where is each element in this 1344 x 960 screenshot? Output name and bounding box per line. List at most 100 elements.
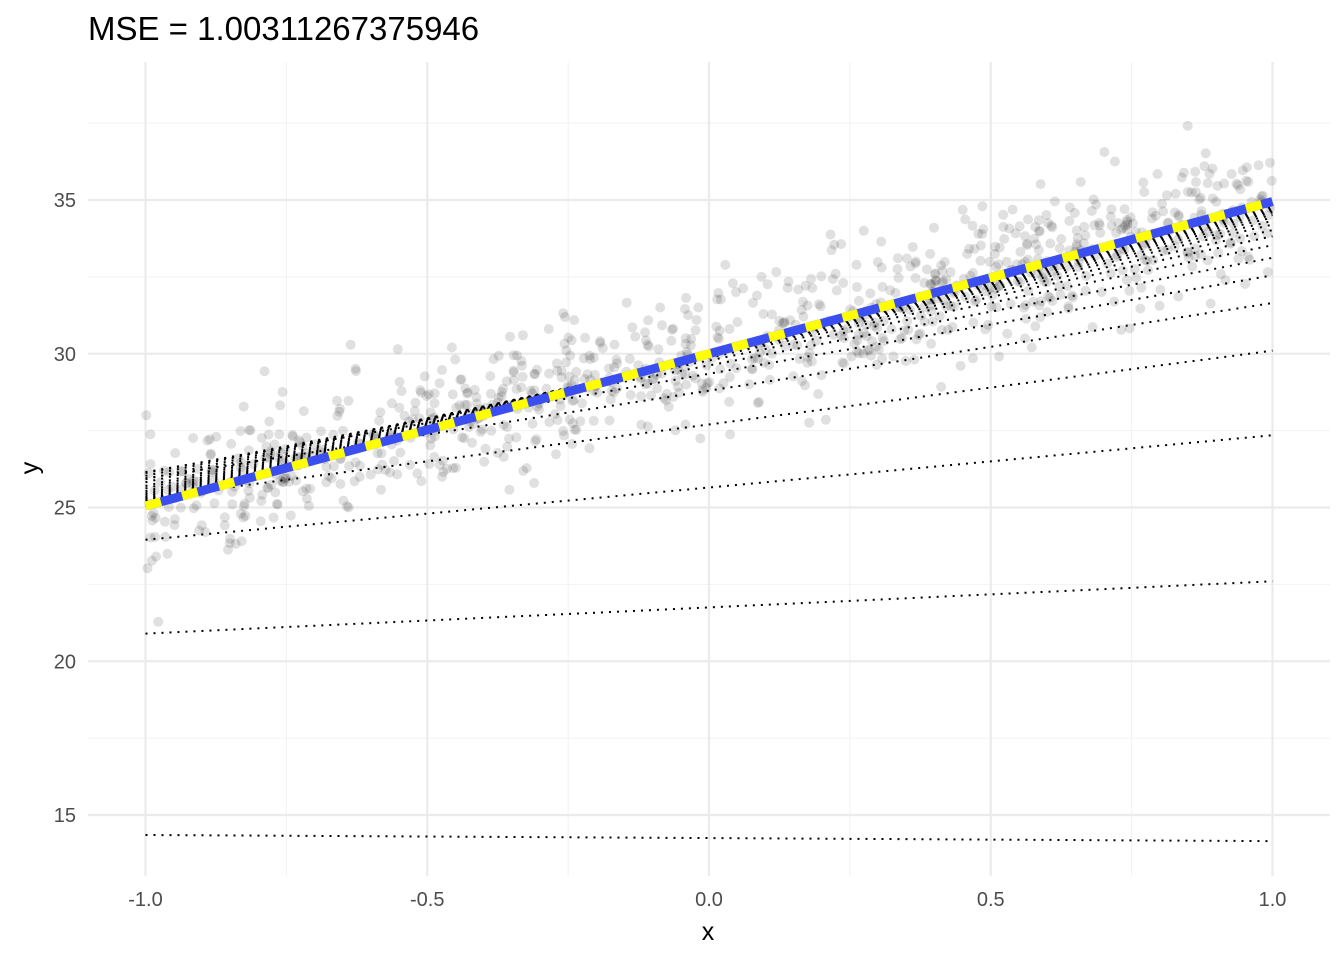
scatter-point (287, 431, 298, 442)
scatter-point (1001, 256, 1012, 267)
scatter-point (451, 402, 462, 413)
scatter-point (286, 470, 297, 481)
scatter-point (1186, 187, 1197, 198)
y-tick-label: 15 (54, 805, 76, 827)
scatter-point (416, 476, 427, 487)
scatter-point (1064, 215, 1075, 226)
scatter-point (227, 486, 238, 497)
scatter-point (543, 324, 554, 334)
x-axis-title: x (702, 918, 715, 946)
major-x-gridlines (144, 62, 1274, 876)
scatter-point (836, 239, 847, 250)
scatter-point (1121, 224, 1132, 235)
scatter-point (1173, 234, 1184, 244)
scatter-point (1071, 225, 1082, 236)
scatter-point (1002, 328, 1013, 339)
scatter-point (385, 467, 395, 478)
scatter-point (967, 220, 978, 231)
scatter-point (861, 331, 872, 342)
scatter-point (827, 274, 838, 284)
scatter-point (892, 253, 903, 264)
scatter-point (1054, 281, 1065, 291)
scatter-point (534, 404, 545, 415)
scatter-point (1106, 204, 1117, 215)
scatter-point (297, 486, 308, 497)
scatter-point (496, 391, 507, 402)
scatter-point (504, 433, 514, 444)
scatter-point (467, 437, 477, 448)
scatter-point (642, 339, 653, 350)
scatter-point (1055, 289, 1066, 300)
scatter-point (627, 322, 638, 333)
scatter-point (516, 360, 527, 371)
scatter-point (683, 310, 694, 321)
scatter-point (994, 242, 1005, 253)
scatter-point (567, 439, 578, 449)
scatter-point (815, 301, 826, 312)
scatter-point (592, 387, 603, 398)
scatter-point (243, 445, 254, 456)
scatter-point (636, 391, 647, 402)
scatter-point (529, 369, 540, 380)
scatter-point (268, 512, 279, 523)
scatter-point (169, 514, 180, 525)
scatter-point (571, 366, 582, 377)
scatter-point (1119, 204, 1130, 215)
scatter-point (715, 294, 726, 305)
scatter-point (508, 367, 519, 378)
scatter-point (899, 325, 910, 336)
scatter-point (1198, 231, 1209, 242)
scatter-point (680, 369, 691, 380)
scatter-point (1020, 333, 1030, 344)
scatter-point (559, 338, 570, 349)
scatter-point (375, 407, 386, 418)
scatter-point (146, 511, 157, 521)
scatter-point (305, 483, 316, 494)
scatter-point (257, 489, 268, 500)
scatter-point (1161, 190, 1172, 201)
scatter-point (612, 383, 622, 394)
scatter-point (977, 201, 988, 212)
scatter-point (263, 482, 274, 493)
scatter-point (749, 353, 760, 364)
scatter-point (380, 465, 391, 475)
scatter-point (517, 330, 528, 341)
scatter-point (800, 280, 811, 291)
scatter-point (643, 315, 654, 326)
scatter-point (1091, 199, 1102, 210)
scatter-point (531, 434, 542, 445)
scatter-point (989, 249, 1000, 259)
scatter-point (1109, 296, 1120, 307)
scatter-point (672, 381, 683, 392)
scatter-point (1034, 225, 1045, 236)
scatter-point (287, 430, 298, 440)
y-tick-label: 35 (54, 190, 76, 212)
scatter-point (551, 358, 562, 369)
scatter-point (921, 264, 932, 275)
scatter-point (877, 353, 888, 364)
scatter-point (488, 354, 499, 365)
scatter-point (564, 414, 575, 425)
scatter-point (485, 388, 496, 399)
scatter-point (496, 387, 507, 397)
scatter-point (754, 396, 764, 407)
scatter-point (350, 457, 361, 468)
scatter-point (994, 351, 1005, 362)
scatter-point (259, 366, 270, 377)
scatter-point (893, 272, 904, 283)
scatter-point (1028, 296, 1039, 307)
scatter-point (160, 531, 171, 542)
scatter-point (277, 387, 288, 397)
scatter-point (604, 415, 615, 426)
scatter-point (915, 310, 926, 321)
scatter-point (936, 260, 947, 271)
scatter-point (804, 348, 815, 359)
scatter-point (486, 425, 497, 436)
scatter-point (1215, 269, 1226, 280)
scatter-point (1080, 285, 1091, 296)
scatter-point (977, 229, 987, 239)
scatter-point (1088, 194, 1099, 205)
scatter-point (1105, 211, 1116, 222)
scatter-point (262, 482, 273, 493)
scatter-point (1178, 167, 1189, 178)
